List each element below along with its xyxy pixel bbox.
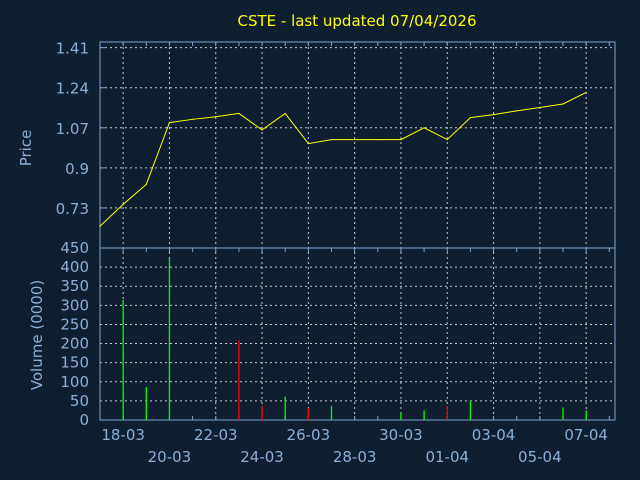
price-point: [284, 112, 286, 115]
price-point: [469, 117, 471, 119]
price-point: [261, 129, 263, 131]
volume-tick-label: 100: [60, 373, 89, 391]
price-point: [446, 138, 448, 141]
volume-tick-label: 250: [60, 315, 89, 333]
volume-tick-label: 350: [60, 277, 89, 295]
price-tick-label: 0.9: [65, 160, 89, 178]
price-point: [354, 138, 356, 141]
x-tick-label: 03-04: [472, 426, 516, 444]
price-point: [492, 113, 495, 116]
volume-tick-label: 400: [60, 258, 89, 276]
volume-tick-label: 150: [60, 354, 89, 372]
price-point: [423, 127, 425, 129]
price-point: [562, 103, 564, 105]
price-point: [215, 116, 217, 118]
x-tick-label: 20-03: [148, 448, 192, 466]
price-tick-label: 0.73: [56, 200, 89, 218]
x-tick-label: 05-04: [518, 448, 562, 466]
price-point: [516, 110, 518, 112]
x-tick-label: 30-03: [379, 426, 423, 444]
chart-title: CSTE - last updated 07/04/2026: [237, 12, 476, 30]
price-tick-label: 1.41: [56, 40, 89, 58]
x-tick-label: 07-04: [564, 426, 608, 444]
price-point: [377, 138, 379, 141]
volume-tick-label: 450: [60, 239, 89, 257]
price-point: [238, 112, 240, 115]
price-point: [99, 225, 101, 227]
volume-tick-label: 300: [60, 296, 89, 314]
price-point: [122, 203, 124, 205]
x-tick-label: 18-03: [101, 426, 145, 444]
price-point: [400, 138, 402, 141]
price-point: [168, 122, 171, 124]
price-point: [145, 183, 147, 185]
price-point: [585, 91, 587, 94]
x-tick-label: 28-03: [333, 448, 377, 466]
x-tick-label: 26-03: [287, 426, 331, 444]
price-point: [192, 118, 194, 120]
x-tick-label: 24-03: [240, 448, 284, 466]
volume-tick-label: 0: [79, 411, 89, 429]
price-line: [99, 91, 587, 227]
price-point: [330, 138, 333, 141]
x-tick-label: 22-03: [194, 426, 238, 444]
volume-tick-label: 200: [60, 335, 89, 353]
price-tick-label: 1.24: [56, 80, 89, 98]
x-tick-label: 01-04: [425, 448, 469, 466]
price-point: [539, 106, 541, 109]
volume-tick-label: 50: [70, 392, 89, 410]
volume-panel-frame: [99, 247, 616, 421]
price-panel-frame: [99, 41, 616, 249]
price-point: [307, 142, 309, 145]
price-tick-label: 1.07: [56, 120, 89, 138]
price-axis-label: Price: [17, 130, 35, 167]
volume-axis-label: Volume (0000): [28, 280, 46, 390]
